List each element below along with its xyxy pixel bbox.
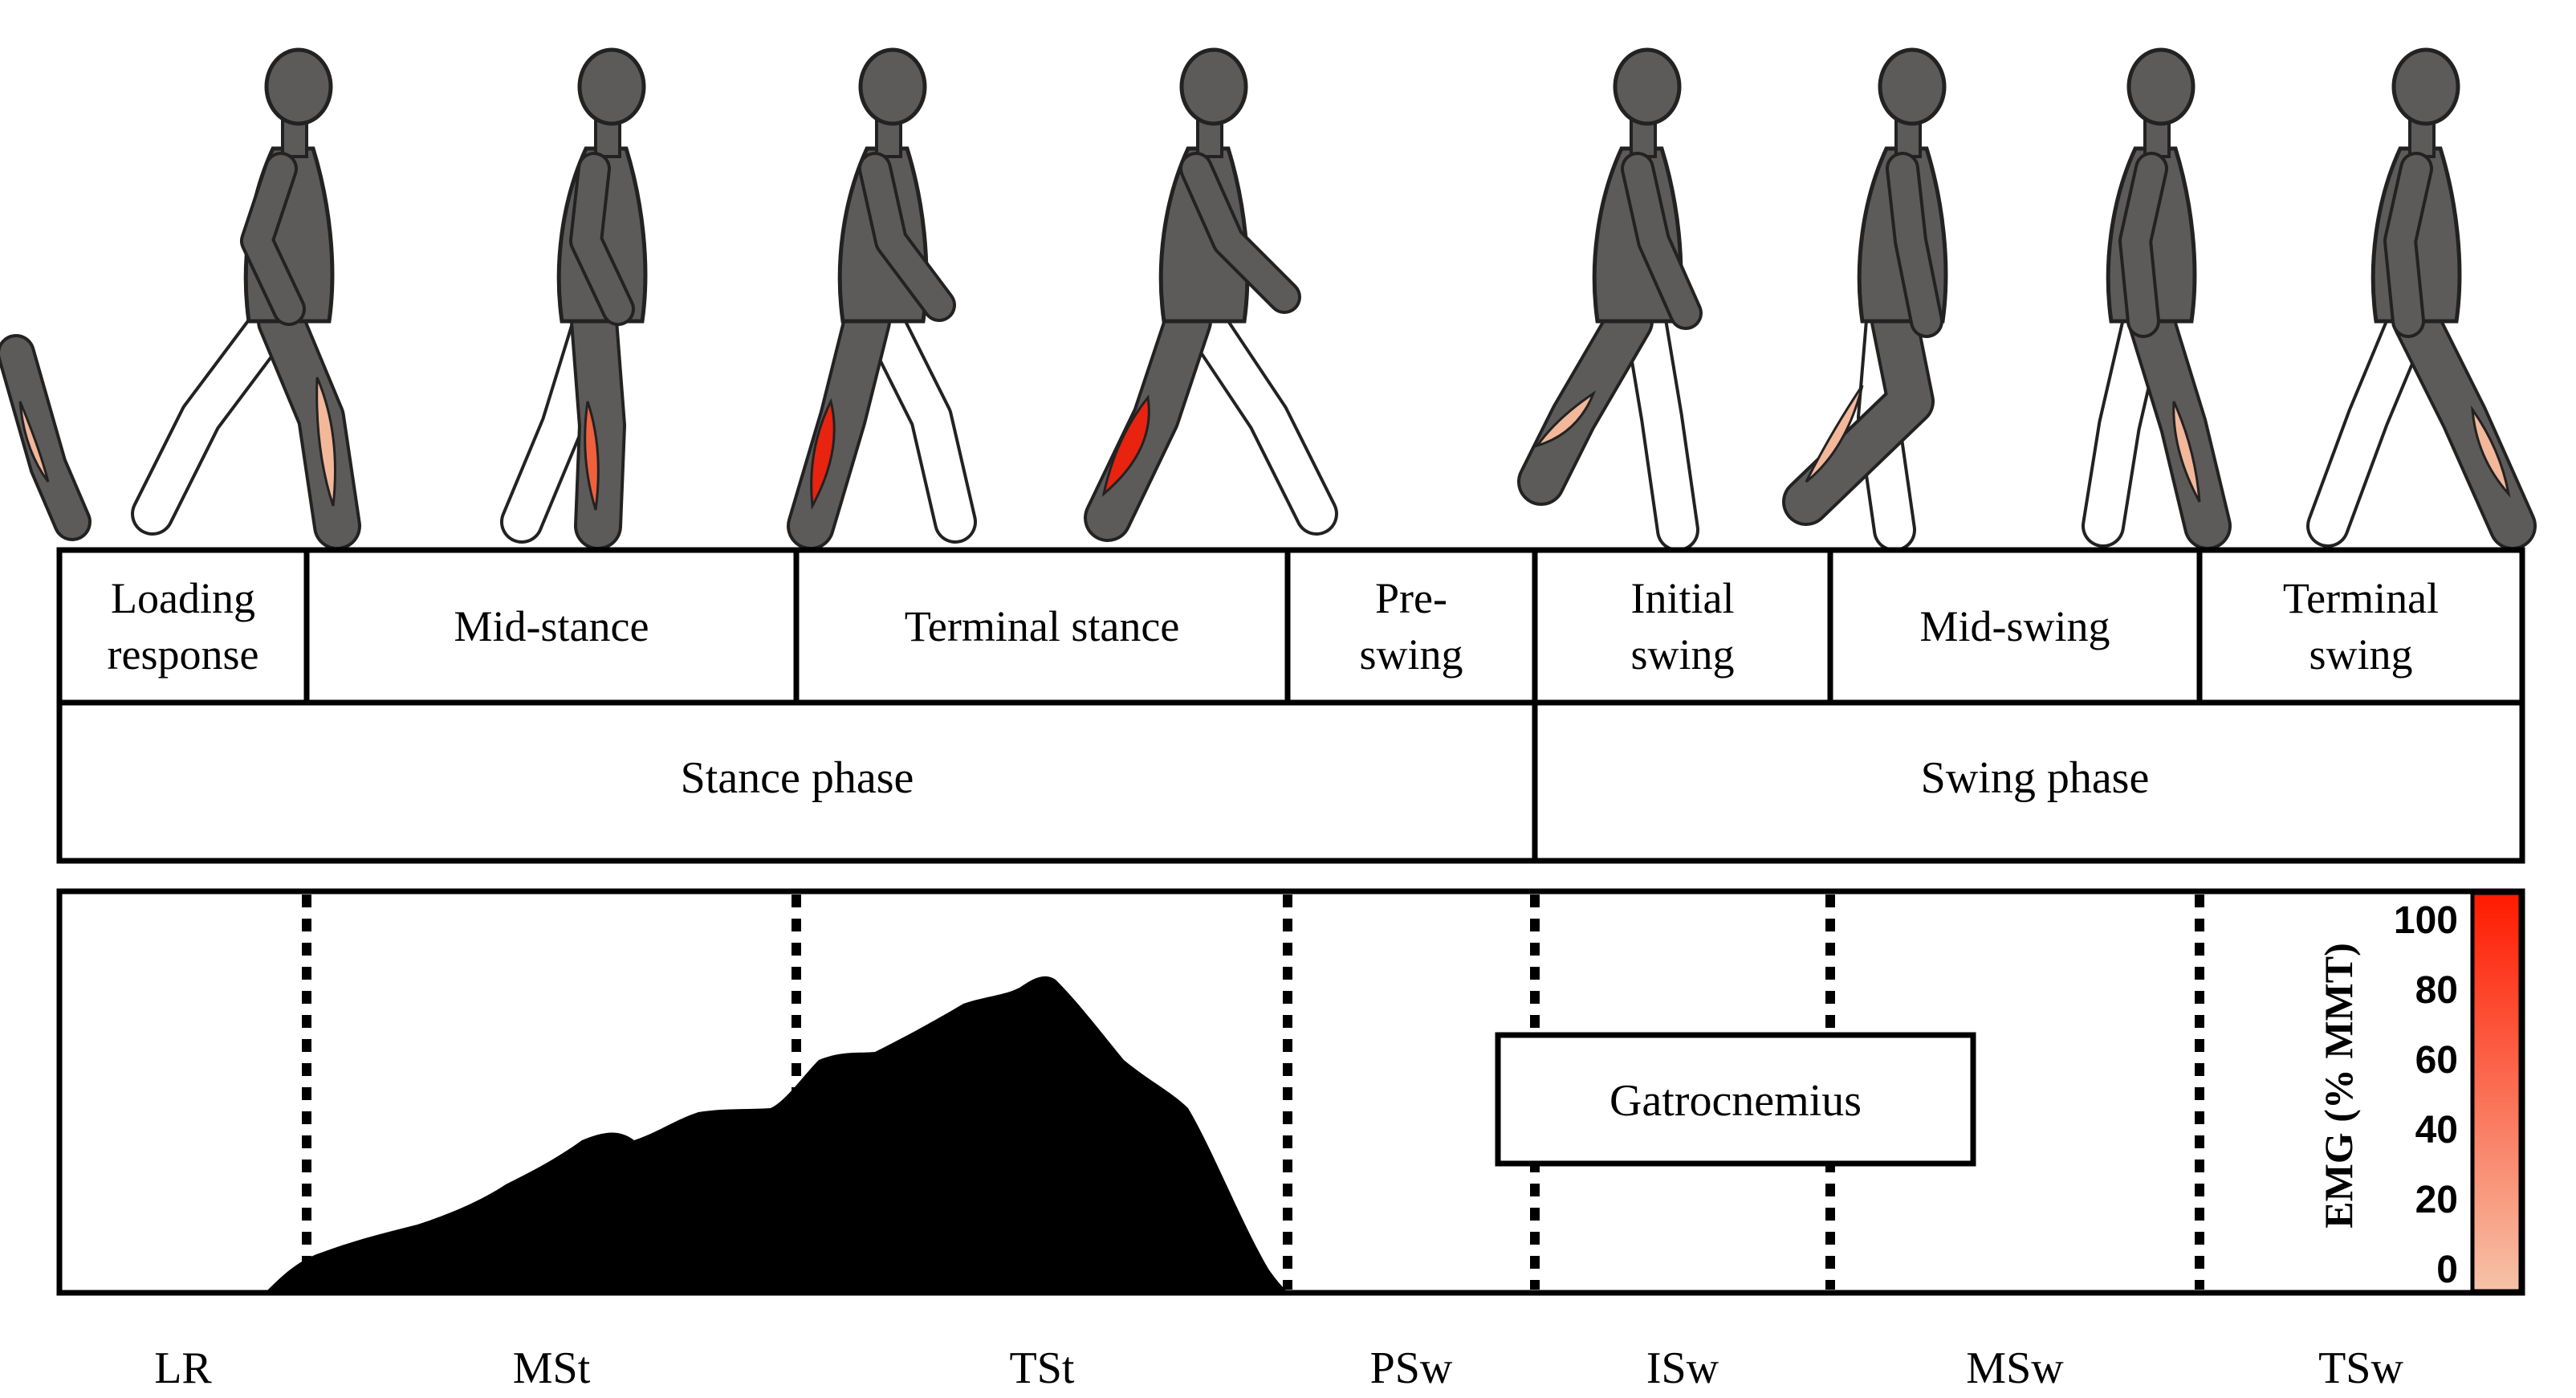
- subphase-label-line: swing: [1359, 630, 1463, 679]
- walking-figure: [2306, 47, 2537, 550]
- subphase-label-line: swing: [2309, 630, 2412, 679]
- walking-figure: [500, 47, 648, 550]
- emg-scale-tick-label: 80: [2415, 969, 2458, 1012]
- emg-scale-tick-label: 20: [2415, 1179, 2458, 1221]
- subphase-label-line: Pre-: [1375, 574, 1447, 622]
- subphase-label-line: Loading: [111, 574, 255, 622]
- subphase-abbreviation: ISw: [1646, 1343, 1719, 1393]
- emg-colorbar: [2470, 891, 2523, 1294]
- emg-scale-ticks: 100 80 60 40 20 0: [2394, 899, 2458, 1291]
- emg-scale-title: EMG (% MMT): [2316, 943, 2361, 1228]
- subphase-label-line: Terminal: [2283, 574, 2439, 622]
- subphase-abbreviation: MSw: [1966, 1343, 2064, 1393]
- walking-figure: [2082, 47, 2232, 550]
- subphase-abbreviation: LR: [154, 1343, 212, 1393]
- emg-color-scale: EMG (% MMT) 100 80 60 40 20 0: [2316, 891, 2523, 1294]
- walking-figure: [1084, 47, 1338, 542]
- walking-figure-partial: [0, 334, 92, 541]
- subphase-label-line: Terminal stance: [905, 602, 1180, 650]
- emg-scale-tick-label: 40: [2415, 1109, 2458, 1151]
- swing-phase-label: Swing phase: [1921, 753, 2150, 803]
- subphase-abbreviation: TSt: [1010, 1343, 1075, 1393]
- subphase-cells: Loading response Mid-stance Terminal stance…: [108, 550, 2439, 703]
- subphase-label-line: Initial: [1631, 574, 1735, 622]
- muscle-label-box: [1495, 1032, 1976, 1167]
- subphase-label-line: Mid-stance: [454, 602, 649, 650]
- emg-scale-tick-label: 100: [2394, 899, 2458, 942]
- subphase-abbreviation: TSw: [2318, 1343, 2403, 1393]
- walking-figure: [131, 47, 361, 550]
- emg-activity-area: [265, 976, 1288, 1293]
- emg-panel: Gatrocnemius: [56, 888, 2525, 1296]
- walking-figure: [1517, 47, 1703, 552]
- abbreviation-row: LR MSt TSt PSw ISw MSw TSw: [154, 1343, 2403, 1393]
- subphase-abbreviation: PSw: [1370, 1343, 1453, 1393]
- walking-figures-row: [0, 47, 2537, 552]
- walking-figure: [787, 47, 977, 550]
- phase-row: Stance phase Swing phase: [56, 699, 2525, 864]
- emg-scale-tick-label: 60: [2415, 1039, 2458, 1082]
- subphase-label-line: response: [108, 630, 259, 679]
- subphase-row: [56, 547, 2525, 706]
- subphase-label-line: Mid-swing: [1919, 602, 2110, 650]
- muscle-label: Gatrocnemius: [1609, 1076, 1862, 1126]
- subphase-abbreviation: MSt: [513, 1343, 591, 1393]
- walking-figure: [1782, 47, 1948, 552]
- subphase-label-line: swing: [1630, 630, 1734, 679]
- emg-scale-tick-label: 0: [2436, 1249, 2458, 1291]
- stance-phase-label: Stance phase: [681, 753, 914, 803]
